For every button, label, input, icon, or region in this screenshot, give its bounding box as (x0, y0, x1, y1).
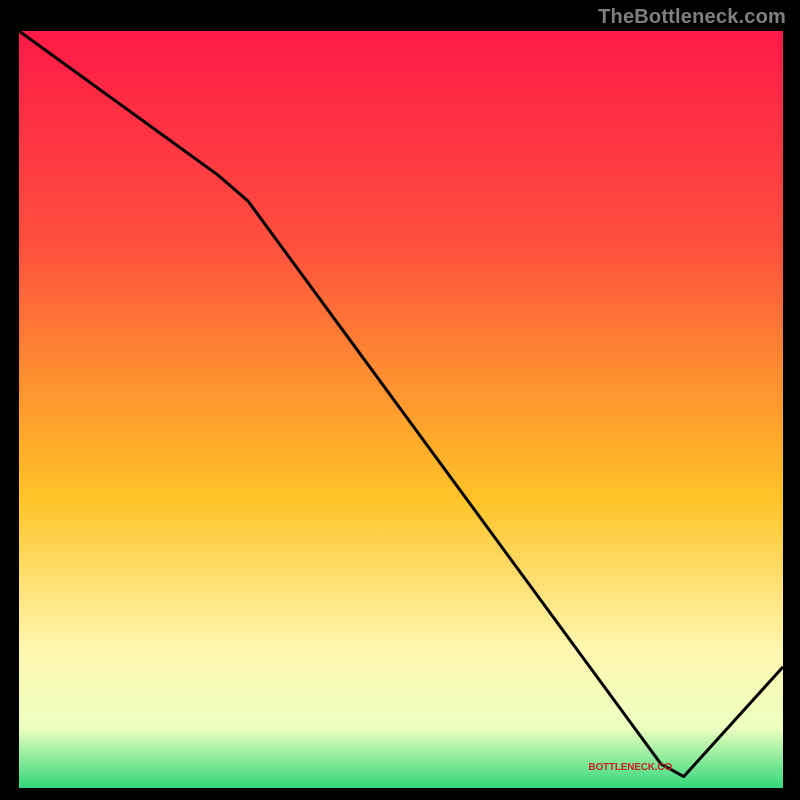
chart-line-svg (19, 31, 783, 788)
chart-area: BOTTLENECK.CO (19, 31, 783, 788)
chart-watermark: BOTTLENECK.CO (588, 762, 672, 773)
attribution-text: TheBottleneck.com (598, 6, 786, 29)
chart-line (19, 31, 783, 777)
